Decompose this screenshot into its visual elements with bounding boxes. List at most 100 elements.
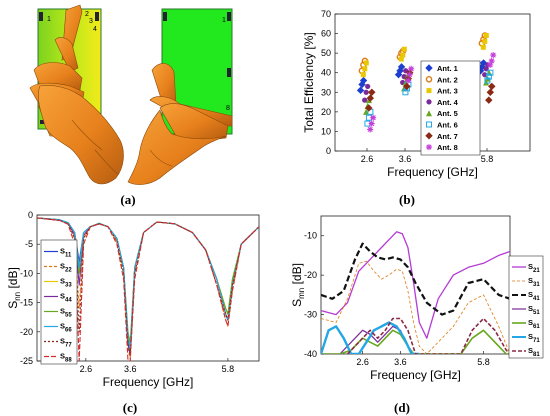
chart-mutual-coupling: -10 -20 -30 -40 2.6 3.6 5.8 Frequency [GHz] Smn … (290, 215, 544, 382)
data-point-ant-7 (488, 82, 496, 91)
chart-reflection-coefficients: 0 -5 -10 -15 -20 -25 2.6 3.6 5.8 Frequency [GHz] S… (6, 210, 260, 389)
legend-label: S22 (60, 262, 72, 274)
y-tick-label: 70 (321, 9, 331, 19)
data-point-ant-3 (483, 33, 489, 39)
x-tick-label: 3.6 (124, 364, 137, 374)
legend-box (40, 239, 78, 365)
y-tick-label: -15 (20, 298, 33, 308)
x-tick-label: 5.8 (481, 154, 494, 164)
data-point-ant-3 (482, 38, 488, 44)
data-point-ant-5 (484, 75, 491, 82)
panel-label-b: (b) (399, 192, 415, 207)
left-phone-antenna (39, 12, 43, 21)
x-tick-label: 2.6 (80, 364, 93, 374)
series-line-s77 (37, 217, 259, 356)
x-tick-label: 2.6 (356, 357, 369, 367)
data-point-ant-4 (363, 89, 369, 95)
legend-label: Ant. 5 (437, 109, 458, 118)
x-tick-label: 5.8 (222, 364, 235, 374)
data-point-ant-3 (362, 66, 368, 72)
data-point-ant-7 (365, 104, 373, 112)
legend-marker (425, 64, 433, 72)
data-point-ant-7 (485, 96, 493, 104)
legend-label: Ant. 8 (437, 143, 458, 152)
data-point-ant-3 (480, 44, 486, 50)
phone-hand-model-illustration: 1 2 3 4 6 5 8 1 5 8 7 (29, 4, 233, 185)
legend-label: S81 (528, 346, 540, 358)
legend-label: Ant. 1 (437, 64, 458, 73)
panel-label-d: (d) (394, 400, 410, 415)
right-phone-antenna (227, 12, 231, 21)
y-tick-label: 10 (321, 126, 331, 136)
series-line-s31 (321, 260, 510, 354)
data-point-ant-6 (484, 77, 491, 84)
legend-label: S31 (528, 276, 540, 288)
data-point-ant-6 (402, 89, 409, 96)
y-tick-label: 0 (326, 146, 331, 156)
data-point-ant-8 (368, 120, 375, 127)
x-tick-label: 2.6 (361, 154, 374, 164)
x-axis-title: Frequency [GHz] (387, 165, 478, 179)
data-point-ant-5 (483, 79, 490, 86)
y-tick-label: -20 (304, 270, 317, 280)
data-point-ant-3 (400, 52, 406, 58)
legend-label: S61 (528, 318, 540, 330)
x-axis-title: Frequency [GHz] (103, 375, 194, 389)
y-tick-label: -25 (20, 356, 33, 366)
data-point-ant-8 (408, 65, 415, 72)
legend-label: S66 (60, 322, 72, 334)
right-hand-model (127, 63, 233, 185)
legend-label: Ant. 3 (437, 87, 458, 96)
series-line-s71 (321, 321, 420, 354)
legend-label: S51 (528, 304, 540, 316)
legend-label: Ant. 7 (437, 132, 458, 141)
legend-label: S44 (60, 292, 72, 304)
data-point-ant-6 (487, 69, 494, 76)
data-point-ant-7 (366, 94, 375, 102)
series-line-s88 (37, 217, 259, 361)
right-phone-antenna (163, 12, 167, 21)
data-point-ant-1 (397, 63, 406, 71)
legend-box (508, 255, 544, 359)
legend-label: S41 (528, 290, 540, 302)
series-line-s81 (346, 317, 510, 354)
legend-label: Ant. 4 (437, 98, 459, 107)
left-phone-number-3: 3 (89, 18, 93, 25)
right-phone-number-1: 1 (222, 17, 226, 24)
left-phone-number-1: 1 (47, 16, 51, 23)
y-tick-label: -20 (20, 327, 33, 337)
y-axis-title: Total Efficiency [%] (302, 32, 316, 133)
data-point-ant-3 (401, 46, 407, 52)
data-point-ant-8 (406, 71, 413, 78)
data-point-ant-8 (370, 114, 377, 121)
data-point-ant-7 (368, 88, 376, 96)
data-point-ant-4 (362, 97, 368, 103)
y-tick-label: 20 (321, 107, 331, 117)
data-point-ant-3 (363, 60, 369, 66)
data-point-ant-8 (490, 52, 497, 59)
data-point-ant-7 (486, 88, 495, 96)
legend-label: Ant. 6 (437, 121, 458, 130)
data-point-ant-1 (479, 59, 488, 67)
legend-label: S33 (60, 277, 72, 289)
y-tick-label: -10 (20, 268, 33, 278)
legend-label: Ant. 2 (437, 75, 458, 84)
y-tick-label: 60 (321, 29, 331, 39)
legend-label: S77 (60, 337, 72, 349)
data-point-ant-8 (488, 57, 495, 64)
right-phone-antenna (227, 68, 231, 77)
legend-label: S71 (528, 332, 540, 344)
legend-marker (426, 99, 432, 105)
data-point-ant-8 (367, 126, 374, 133)
legend-label: S11 (60, 247, 72, 259)
y-tick-label: 0 (28, 210, 33, 220)
series-layer (321, 231, 510, 354)
data-point-ant-8 (487, 61, 494, 68)
series-layer (37, 217, 259, 361)
x-axis-title: Frequency [GHz] (370, 368, 461, 382)
legend-marker (426, 88, 432, 94)
y-axis-title: Snn [dB] (6, 267, 22, 309)
legend-marker (425, 132, 433, 140)
panel-label-c: (c) (123, 400, 137, 415)
